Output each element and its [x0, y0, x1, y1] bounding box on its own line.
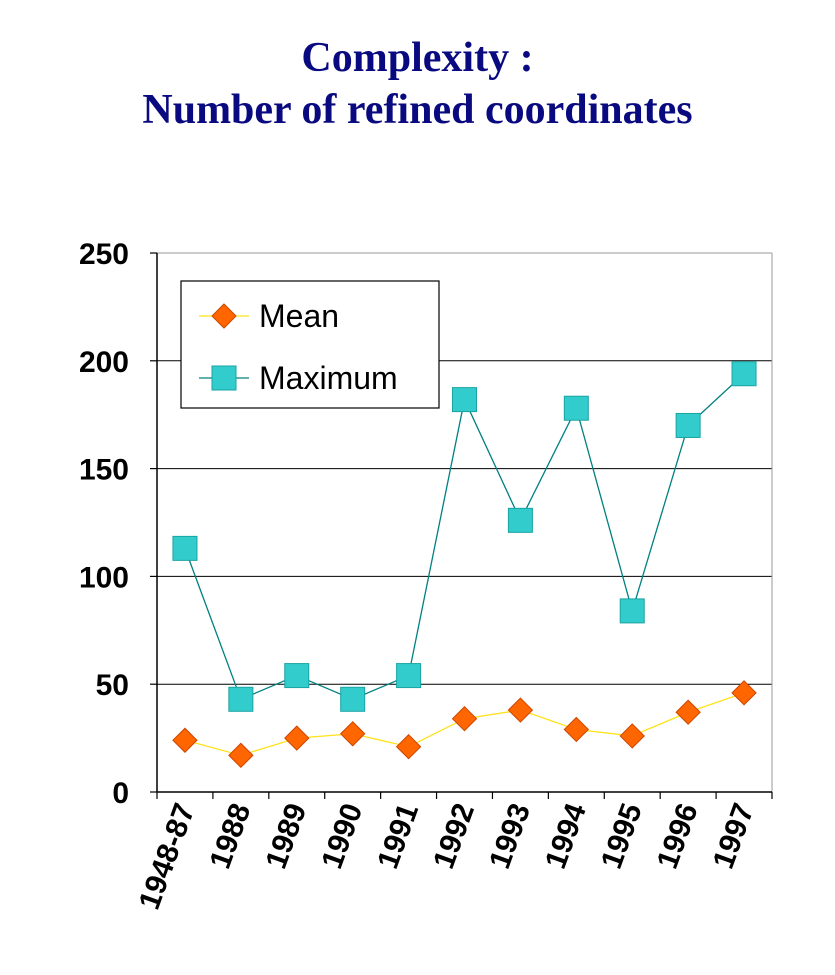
x-tick-label: 1995 — [595, 799, 649, 873]
data-point-maximum — [396, 663, 422, 689]
data-point-maximum — [284, 663, 310, 689]
chart-title-line-2: Number of refined coordinates — [142, 87, 693, 133]
data-point-maximum — [507, 507, 533, 533]
x-tick-label: 1989 — [260, 799, 314, 873]
y-tick-label: 150 — [79, 454, 129, 487]
series-layer — [172, 361, 757, 769]
x-tick-label: 1990 — [315, 799, 369, 873]
data-point-mean — [675, 699, 701, 725]
y-tick-labels: 0 50 100 150 200 250 — [79, 238, 129, 810]
x-tick-label: 1992 — [427, 799, 481, 873]
y-tick-label: 250 — [79, 238, 129, 271]
data-point-maximum — [731, 361, 757, 387]
data-point-mean — [395, 734, 422, 760]
x-tick-label: 1997 — [707, 799, 761, 873]
x-tick-label: 1991 — [371, 799, 425, 873]
x-tick-label: 1993 — [483, 799, 537, 873]
legend-label-maximum: Maximum — [259, 360, 398, 396]
data-point-mean — [731, 680, 757, 706]
y-tick-label: 200 — [79, 346, 129, 379]
data-point-mean — [451, 705, 478, 732]
data-point-maximum — [563, 395, 589, 421]
x-tick-labels: 1948-87 1988 1989 1990 1991 1992 1993 1994 1995 1… — [133, 799, 761, 914]
y-tick-label: 0 — [112, 777, 129, 810]
legend-marker-mean — [211, 303, 237, 329]
series-line-maximum — [184, 373, 745, 701]
axes — [150, 252, 773, 799]
data-point-maximum — [172, 535, 198, 561]
data-point-mean — [284, 725, 310, 751]
x-tick-label: 1948-87 — [133, 799, 202, 914]
y-tick-label: 100 — [79, 561, 129, 594]
data-point-mean — [619, 723, 645, 749]
chart-title-line-1: Complexity : — [301, 35, 534, 81]
data-point-mean — [339, 721, 366, 747]
data-point-maximum — [340, 686, 366, 712]
legend: Mean Maximum — [180, 280, 440, 409]
chart-title: Complexity : Number of refined coordinat… — [0, 32, 835, 136]
x-tick-label: 1996 — [651, 799, 705, 873]
data-point-maximum — [619, 598, 645, 624]
data-point-mean — [507, 697, 534, 723]
x-tick-label: 1994 — [539, 799, 593, 873]
data-point-maximum — [675, 412, 701, 438]
legend-marker-maximum — [211, 365, 237, 391]
legend-label-mean: Mean — [259, 298, 339, 334]
data-point-mean — [563, 716, 590, 743]
x-tick-label: 1988 — [204, 799, 258, 873]
data-point-maximum — [228, 686, 254, 712]
data-point-mean — [172, 727, 198, 753]
data-point-mean — [228, 742, 254, 769]
y-tick-label: 50 — [96, 669, 129, 702]
data-point-maximum — [452, 387, 477, 413]
